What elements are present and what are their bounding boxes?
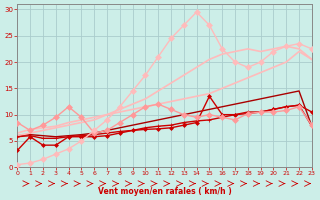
X-axis label: Vent moyen/en rafales ( km/h ): Vent moyen/en rafales ( km/h ) [98,187,231,196]
